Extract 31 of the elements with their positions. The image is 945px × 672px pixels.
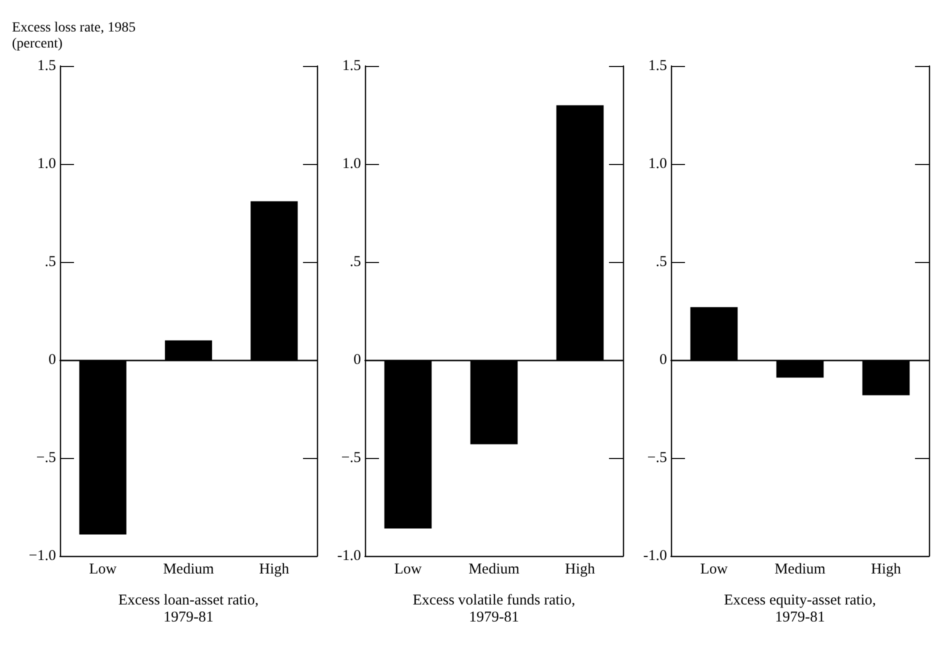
y-tick-label: -1.0	[643, 548, 667, 564]
x-tick-label: Medium	[774, 562, 826, 578]
y-tick-label: 1.0	[342, 156, 361, 172]
x-tick-label: High	[565, 562, 596, 578]
y-tick-label: 1.0	[37, 156, 56, 172]
x-tick-label: High	[259, 562, 290, 578]
y-tick-label: -1.0	[337, 548, 361, 564]
y-tick-label: 0	[354, 352, 361, 368]
y-tick-label: 0	[48, 352, 56, 368]
x-axis-title: Excess equity-asset ratio, 1979-81	[724, 592, 876, 626]
y-tick-label: −.5	[36, 450, 56, 466]
x-tick-label: Low	[700, 562, 728, 578]
y-tick-label: .5	[350, 254, 361, 270]
x-tick-label: Medium	[468, 562, 520, 578]
y-tick-label: .5	[656, 254, 667, 270]
y-tick-label: 1.5	[37, 58, 56, 74]
y-tick-label: −.5	[647, 450, 667, 466]
y-axis-title: Excess loss rate, 1985 (percent)	[12, 20, 136, 52]
y-tick-label: 1.0	[648, 156, 667, 172]
y-tick-label: −1.0	[28, 548, 56, 564]
y-tick-label: 1.5	[648, 58, 667, 74]
x-axis-title: Excess volatile funds ratio, 1979-81	[412, 592, 576, 626]
x-tick-label: Medium	[163, 562, 214, 578]
y-tick-label: .5	[44, 254, 56, 270]
y-tick-label: −.5	[341, 450, 361, 466]
x-tick-label: Low	[89, 562, 117, 578]
y-tick-label: 0	[660, 352, 667, 368]
x-tick-label: High	[871, 562, 902, 578]
x-axis-title: Excess loan-asset ratio, 1979-81	[118, 592, 259, 626]
x-tick-label: Low	[394, 562, 422, 578]
y-tick-label: 1.5	[342, 58, 361, 74]
